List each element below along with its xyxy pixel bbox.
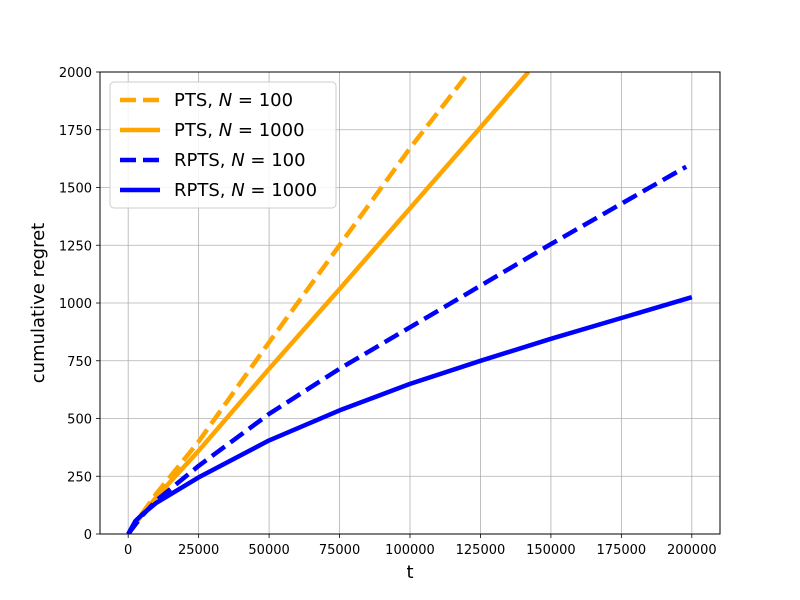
- x-tick-label: 75000: [319, 543, 360, 558]
- x-tick-label: 150000: [526, 543, 576, 558]
- y-tick-label: 2000: [59, 66, 92, 81]
- legend-label-3: RPTS, N = 1000: [174, 180, 317, 201]
- legend-box: [109, 81, 337, 209]
- x-tick-label: 100000: [385, 543, 435, 558]
- y-tick-label: 250: [67, 470, 92, 485]
- legend: PTS, N = 100 PTS, N = 1000 RPTS, N = 100 RP…: [109, 81, 337, 209]
- y-tick-label: 500: [67, 413, 92, 428]
- x-tick-label: 0: [124, 543, 132, 558]
- legend-label-1: PTS, N = 1000: [174, 120, 305, 141]
- y-tick-label: 0: [84, 528, 92, 543]
- y-tick-label: 1500: [59, 182, 92, 197]
- y-axis-label: cumulative regret: [28, 223, 49, 383]
- axis-ticks: 0 25000 50000 75000 100000 125000 150000 175000…: [59, 66, 717, 558]
- series-lines: [126, 72, 693, 534]
- x-tick-label: 50000: [248, 543, 289, 558]
- y-tick-label: 1000: [59, 297, 92, 312]
- x-tick-label: 125000: [456, 543, 506, 558]
- y-tick-label: 1750: [59, 124, 92, 139]
- y-tick-label: 1250: [59, 239, 92, 254]
- x-tick-label: 25000: [178, 543, 219, 558]
- x-tick-label: 175000: [597, 543, 647, 558]
- series-line-3: [126, 295, 693, 534]
- x-axis-label: t: [406, 562, 413, 583]
- y-tick-label: 750: [67, 355, 92, 370]
- legend-label-2: RPTS, N = 100: [174, 150, 306, 171]
- x-tick-label: 200000: [667, 543, 717, 558]
- legend-label-0: PTS, N = 100: [174, 90, 293, 111]
